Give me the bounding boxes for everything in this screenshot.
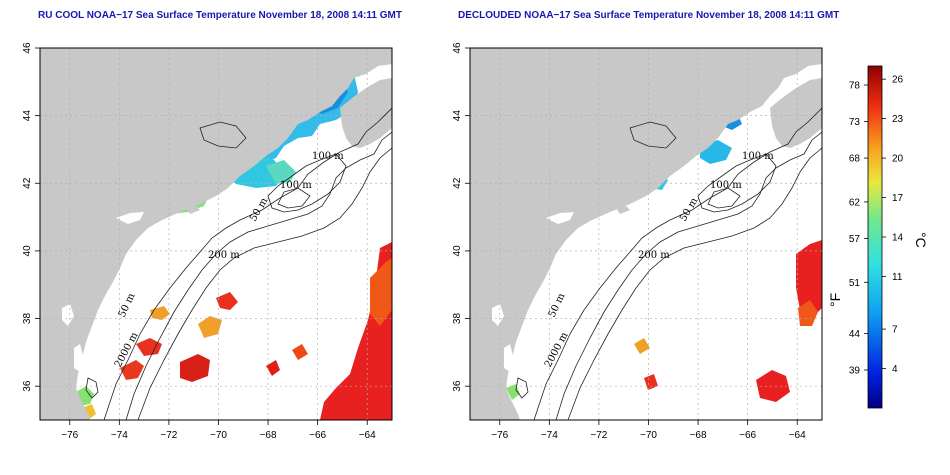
fahrenheit-tick-label: 62 bbox=[849, 197, 861, 208]
isobath-label: 100 m bbox=[280, 180, 312, 191]
lon-tick-label: −72 bbox=[590, 430, 607, 441]
fahrenheit-unit-label: °F bbox=[827, 293, 843, 307]
grid-lines bbox=[40, 48, 392, 420]
lon-tick-label: −68 bbox=[690, 430, 707, 441]
lat-tick-label: 46 bbox=[452, 42, 463, 54]
lat-tick-label: 44 bbox=[452, 110, 463, 122]
lat-tick-label: 46 bbox=[22, 42, 33, 54]
isobath-label: 100 m bbox=[710, 180, 742, 191]
colorbar-gradient bbox=[867, 65, 883, 409]
lon-tick-label: −74 bbox=[111, 430, 128, 441]
grid-lines bbox=[470, 48, 822, 420]
fahrenheit-tick-label: 68 bbox=[849, 154, 861, 165]
isobath-label: 200 m bbox=[208, 250, 240, 261]
lat-tick-label: 42 bbox=[452, 177, 463, 189]
isobath-label: 200 m bbox=[638, 250, 670, 261]
lat-tick-label: 42 bbox=[22, 177, 33, 189]
celsius-tick-label: 17 bbox=[892, 193, 904, 204]
fahrenheit-tick-label: 44 bbox=[849, 329, 861, 340]
lon-tick-label: −64 bbox=[359, 430, 376, 441]
celsius-unit-label: °C bbox=[913, 232, 929, 248]
celsius-tick-label: 7 bbox=[892, 325, 898, 336]
lat-tick-label: 40 bbox=[452, 245, 463, 257]
lat-tick-label: 38 bbox=[452, 313, 463, 325]
map-frame bbox=[469, 47, 823, 421]
celsius-tick-label: 11 bbox=[892, 272, 903, 283]
lat-tick-label: 44 bbox=[22, 110, 33, 122]
lon-tick-label: −70 bbox=[210, 430, 227, 441]
celsius-tick-label: 4 bbox=[892, 364, 898, 375]
celsius-tick-label: 14 bbox=[892, 233, 904, 244]
lon-tick-label: −74 bbox=[541, 430, 558, 441]
colorbar: 26 23 20 17 14 11 7 4 78 73 68 62 57 51 44 39 °F °C bbox=[827, 65, 929, 409]
celsius-tick-label: 26 bbox=[892, 75, 904, 86]
lat-tick-label: 36 bbox=[22, 380, 33, 392]
fahrenheit-tick-label: 39 bbox=[849, 366, 861, 377]
lat-tick-label: 40 bbox=[22, 245, 33, 257]
fahrenheit-tick-label: 57 bbox=[849, 234, 861, 245]
lat-tick-label: 36 bbox=[452, 380, 463, 392]
lon-tick-label: −76 bbox=[61, 430, 78, 441]
isobath-label: 100 m bbox=[742, 151, 774, 162]
map-frame bbox=[39, 47, 393, 421]
lon-tick-label: −66 bbox=[309, 430, 326, 441]
celsius-tick-label: 20 bbox=[892, 154, 904, 165]
right-panel-title: DECLOUDED NOAA−17 Sea Surface Temperatur… bbox=[458, 10, 840, 21]
isobath-label: 100 m bbox=[312, 151, 344, 162]
right-map-panel: 100 m 100 m 50 m 200 m 50 m 2000 m −76 −7… bbox=[452, 42, 823, 441]
celsius-tick-label: 23 bbox=[892, 114, 904, 125]
fahrenheit-tick-label: 51 bbox=[849, 278, 861, 289]
left-panel-title: RU COOL NOAA−17 Sea Surface Temperature … bbox=[38, 10, 402, 21]
fahrenheit-tick-label: 78 bbox=[849, 81, 861, 92]
fahrenheit-tick-label: 73 bbox=[849, 117, 861, 128]
lat-tick-label: 38 bbox=[22, 313, 33, 325]
lon-tick-label: −70 bbox=[640, 430, 657, 441]
lon-tick-label: −72 bbox=[160, 430, 177, 441]
lon-tick-label: −68 bbox=[260, 430, 277, 441]
lon-tick-label: −64 bbox=[789, 430, 806, 441]
lon-tick-label: −66 bbox=[739, 430, 756, 441]
lon-tick-label: −76 bbox=[491, 430, 508, 441]
left-map-panel: 100 m 100 m 50 m 200 m 50 m 2000 m −76 −7… bbox=[22, 42, 393, 441]
